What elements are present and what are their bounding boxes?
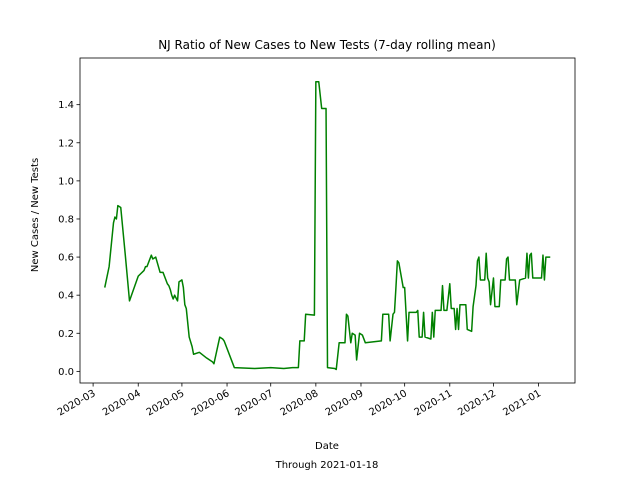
y-tick-label: 0.4 xyxy=(58,291,74,302)
plot-frame xyxy=(79,57,576,384)
y-tick-label: 0.8 xyxy=(58,214,74,225)
y-tick-label: 0.6 xyxy=(58,253,74,264)
y-tick-label: 0.2 xyxy=(58,329,74,340)
y-tick-label: 0.0 xyxy=(58,367,74,378)
y-tick-label: 1.2 xyxy=(58,138,74,149)
x-axis-label: Date xyxy=(315,441,339,452)
y-tick-label: 1.4 xyxy=(58,100,74,111)
y-tick-label: 1.0 xyxy=(58,176,74,187)
data-line xyxy=(104,81,551,371)
chart-title: NJ Ratio of New Cases to New Tests (7-da… xyxy=(158,38,496,52)
annotation: Through 2021-01-18 xyxy=(275,460,379,471)
y-axis-label: New Cases / New Tests xyxy=(30,158,41,272)
